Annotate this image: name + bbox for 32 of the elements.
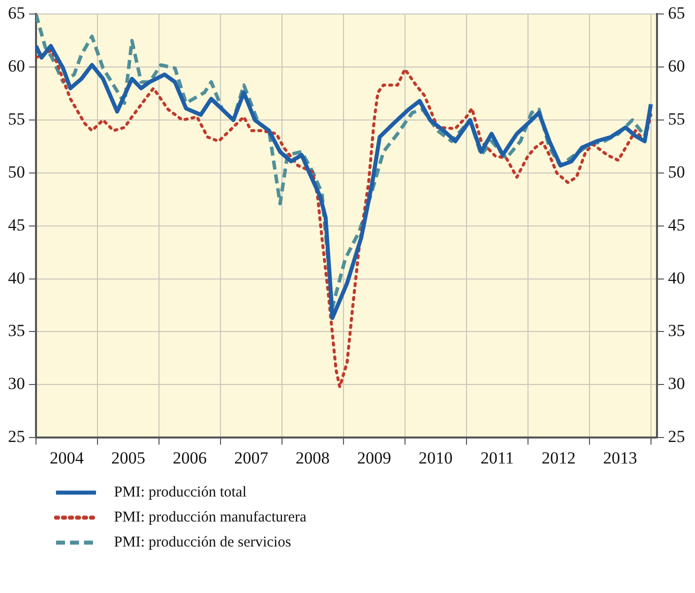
line-series: [36, 48, 652, 388]
x-tick-label: 2010: [418, 448, 453, 468]
x-tick-label: 2008: [296, 448, 330, 468]
legend-label: PMI: producción manufacturera: [114, 510, 307, 526]
x-tick-label: 2009: [357, 448, 392, 468]
y2-tick-label: 50: [668, 162, 685, 182]
x-tick-label: 2013: [603, 448, 638, 468]
y-tick-label: 45: [8, 215, 25, 234]
x-tick-label: 2007: [234, 448, 269, 468]
y-tick-label: 55: [8, 110, 25, 129]
y2-tick-label: 40: [668, 268, 685, 288]
y-tick-label: 50: [8, 162, 25, 182]
y-tick-label: 40: [8, 268, 25, 288]
legend-label: PMI: producción total: [114, 484, 246, 501]
y2-tick-label: 25: [668, 427, 685, 446]
x-tick-label: 2004: [50, 448, 84, 468]
legend-label: PMI: producción de servicios: [114, 534, 292, 551]
y-tick-label: 65: [8, 4, 25, 23]
y2-tick-label: 45: [668, 215, 685, 234]
y2-tick-label: 55: [668, 110, 685, 129]
y2-tick-label: 65: [668, 4, 685, 23]
x-tick-label: 2012: [542, 448, 576, 468]
x-tick-label: 2006: [172, 448, 207, 468]
y2-tick-label: 30: [668, 374, 685, 394]
y2-tick-label: 35: [668, 321, 685, 340]
x-tick-label: 2011: [480, 448, 514, 468]
x-tick-label: 2005: [111, 448, 146, 468]
y2-tick-label: 60: [668, 56, 685, 76]
y-tick-label: 35: [8, 321, 25, 340]
y-tick-label: 25: [8, 427, 25, 446]
y-tick-label: 30: [8, 374, 25, 394]
y-tick-label: 60: [8, 56, 25, 76]
